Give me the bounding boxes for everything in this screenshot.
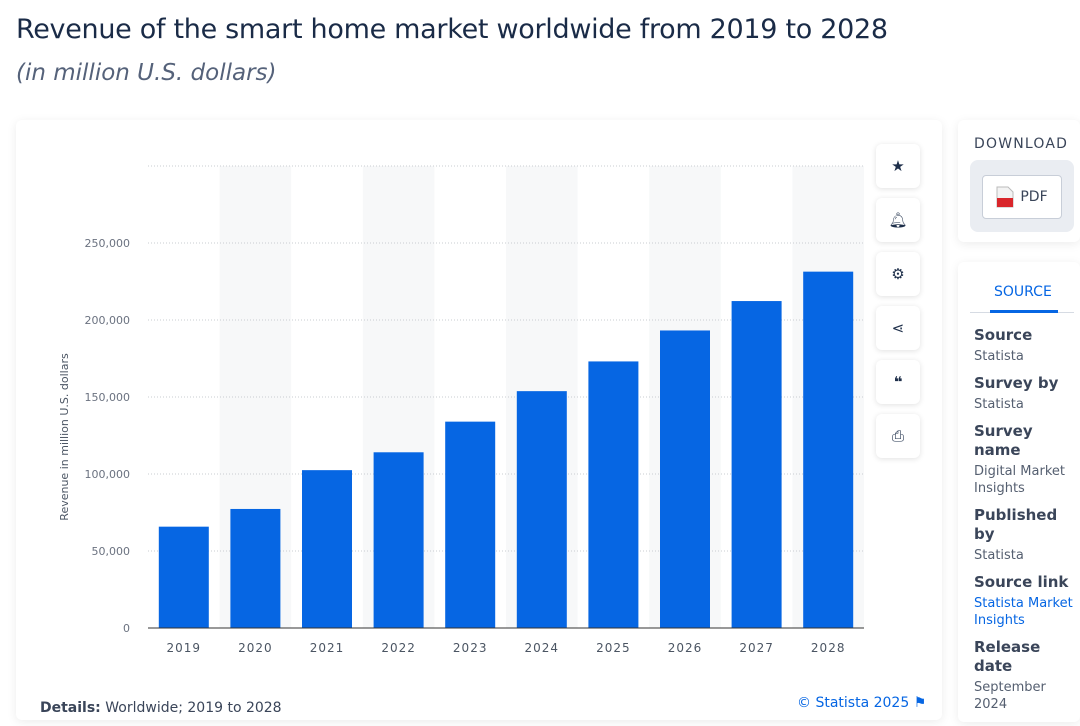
bar-2026 [660, 330, 710, 628]
page-title: Revenue of the smart home market worldwi… [16, 14, 888, 45]
x-tick-label: 2023 [453, 641, 488, 655]
cite-button[interactable]: ❝ [876, 360, 920, 404]
source-fields: Source Statista Survey by Statista Survey na… [974, 326, 1074, 722]
tab-source[interactable]: SOURCE [994, 284, 1052, 300]
y-tick-label: 0 [123, 622, 130, 635]
pdf-download-button[interactable]: PDF [982, 175, 1062, 219]
bar-2023 [445, 421, 496, 628]
source-field-label: Release date [974, 638, 1041, 675]
x-tick-label: 2024 [525, 641, 560, 655]
x-tick-label: 2019 [167, 641, 202, 655]
source-field-label: Source [974, 326, 1033, 344]
print-icon: ⎙ [891, 427, 904, 445]
details-label: Details: [40, 700, 101, 716]
source-field-label: Survey name [974, 422, 1033, 459]
y-tick-label: 100,000 [85, 468, 131, 481]
bar-2025 [588, 361, 639, 628]
source-field-label: Source link [974, 573, 1069, 591]
share-icon: ⋖ [891, 319, 905, 337]
source-field-label: Published by [974, 506, 1058, 543]
bar-2024 [516, 391, 567, 628]
share-button[interactable]: ⋖ [876, 306, 920, 350]
details-text: Worldwide; 2019 to 2028 [105, 700, 282, 716]
x-tick-label: 2027 [739, 641, 774, 655]
source-field-value: September 2024 [974, 680, 1046, 712]
page-subtitle: (in million U.S. dollars) [16, 60, 277, 86]
flag-icon: ⚑ [913, 695, 927, 711]
bar-2027 [731, 301, 782, 628]
source-link[interactable]: Statista Market Insights [974, 596, 1073, 628]
download-tray: PDF [970, 160, 1074, 232]
x-tick-label: 2022 [381, 641, 416, 655]
x-tick-label: 2025 [596, 641, 631, 655]
bar-2019 [158, 526, 209, 628]
source-field-value: Statista [974, 548, 1024, 563]
bar-chart: 0 50,000 100,000 150,000 200,000 250,000 2019 2… [58, 165, 864, 655]
y-tick-label: 200,000 [85, 314, 131, 327]
y-tick-label: 150,000 [85, 391, 131, 404]
bar-2028 [803, 271, 854, 628]
source-field-value: Statista [974, 349, 1024, 364]
y-axis-label: Revenue in million U.S. dollars [58, 353, 71, 521]
download-label: DOWNLOAD [974, 136, 1069, 152]
print-button[interactable]: ⎙ [876, 414, 920, 458]
star-icon: ★ [891, 157, 905, 175]
x-tick-label: 2020 [238, 641, 273, 655]
x-tick-label: 2026 [668, 641, 703, 655]
pdf-file-icon [996, 186, 1014, 208]
tab-active-indicator [990, 310, 1058, 313]
statista-credit-link[interactable]: © Statista 2025 ⚑ [797, 695, 926, 711]
pdf-label: PDF [1020, 189, 1048, 205]
x-tick-label: 2028 [811, 641, 846, 655]
source-card: SOURCE Source Statista Survey by Statista Su… [958, 262, 1080, 722]
source-field-label: Survey by [974, 374, 1059, 392]
details: Details: Worldwide; 2019 to 2028 [40, 700, 282, 716]
bar-2020 [230, 508, 281, 628]
bell-icon: 🔔︎ [888, 211, 908, 229]
chart-card: 0 50,000 100,000 150,000 200,000 250,000 2019 2… [16, 120, 942, 720]
source-field-value: Statista [974, 397, 1024, 412]
bar-2021 [302, 470, 352, 628]
download-card: DOWNLOAD PDF [958, 120, 1080, 242]
quote-icon: ❝ [893, 373, 903, 391]
x-tick-label: 2021 [310, 641, 345, 655]
y-tick-label: 250,000 [85, 237, 131, 250]
source-field-value: Digital Market Insights [974, 464, 1065, 496]
gear-icon: ⚙ [891, 265, 905, 283]
favorite-button[interactable]: ★ [876, 144, 920, 188]
notification-button[interactable]: 🔔︎ [876, 198, 920, 242]
bar-2022 [373, 452, 424, 628]
credit-text: © Statista 2025 [797, 695, 910, 711]
y-tick-label: 50,000 [92, 545, 131, 558]
settings-button[interactable]: ⚙ [876, 252, 920, 296]
